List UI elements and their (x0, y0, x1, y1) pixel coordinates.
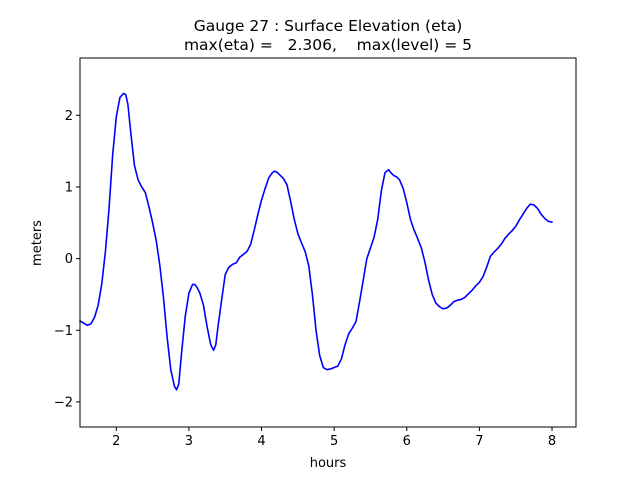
x-axis-label: hours (310, 456, 347, 471)
y-tick-label: 0 (65, 252, 73, 267)
x-axis-ticks: 2 3 4 5 6 7 8 (112, 427, 556, 449)
y-tick-label: 2 (65, 109, 73, 124)
y-axis-ticks: −2 −1 0 1 2 (54, 109, 80, 410)
y-tick-label: −1 (54, 324, 73, 339)
axes-frame (79, 57, 577, 428)
plot-area (79, 92, 553, 391)
x-tick-label: 8 (548, 434, 556, 449)
y-tick-label: −2 (54, 395, 73, 410)
x-tick-label: 7 (475, 434, 483, 449)
chart-title: Gauge 27 : Surface Elevation (eta) (194, 17, 463, 35)
x-tick-label: 2 (112, 434, 120, 449)
x-tick-label: 6 (403, 434, 411, 449)
y-axis-label: meters (30, 220, 45, 266)
y-tick-label: 1 (65, 180, 73, 195)
series-line-0 (79, 92, 553, 391)
x-tick-label: 3 (185, 434, 193, 449)
x-tick-label: 5 (330, 434, 338, 449)
x-tick-label: 4 (257, 434, 265, 449)
chart-subtitle: max(eta) = 2.306, max(level) = 5 (184, 36, 472, 54)
